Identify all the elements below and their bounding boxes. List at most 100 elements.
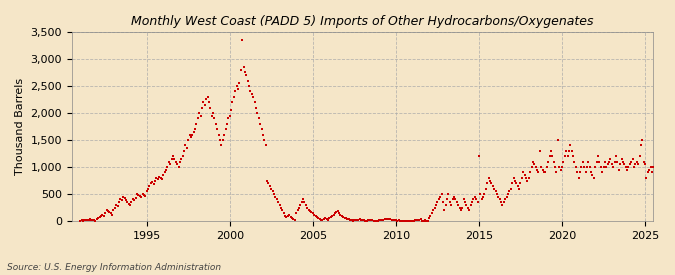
Point: [238, 65, 249, 69]
Point: [456, 208, 466, 212]
Point: [341, 216, 352, 221]
Point: [109, 205, 120, 210]
Point: [256, 127, 267, 131]
Point: [362, 218, 373, 222]
Point: [290, 218, 300, 222]
Point: [396, 219, 407, 223]
Point: [225, 108, 236, 112]
Point: [375, 218, 386, 222]
Point: [589, 176, 599, 180]
Point: [532, 167, 543, 172]
Point: [602, 162, 613, 166]
Point: [312, 214, 323, 219]
Point: [540, 170, 551, 175]
Point: [506, 186, 516, 191]
Point: [125, 203, 136, 207]
Point: [157, 177, 167, 181]
Point: [79, 218, 90, 222]
Point: [446, 203, 456, 207]
Point: [498, 200, 509, 204]
Point: [153, 177, 163, 181]
Point: [441, 197, 452, 202]
Point: [202, 95, 213, 99]
Point: [211, 122, 221, 126]
Point: [491, 192, 502, 196]
Point: [83, 218, 94, 222]
Point: [88, 218, 99, 223]
Point: [245, 89, 256, 94]
Point: [308, 212, 319, 217]
Point: [474, 154, 485, 158]
Point: [331, 210, 342, 214]
Point: [468, 197, 479, 202]
Point: [651, 170, 661, 175]
Point: [392, 219, 402, 223]
Point: [116, 198, 127, 203]
Point: [271, 197, 282, 202]
Point: [208, 111, 219, 115]
Point: [209, 116, 220, 120]
Point: [595, 165, 606, 169]
Point: [291, 211, 302, 215]
Point: [461, 203, 472, 207]
Point: [548, 160, 559, 164]
Point: [366, 218, 377, 222]
Point: [407, 219, 418, 223]
Point: [516, 176, 527, 180]
Title: Monthly West Coast (PADD 5) Imports of Other Hydrocarbons/Oxygenates: Monthly West Coast (PADD 5) Imports of O…: [132, 15, 594, 28]
Point: [107, 212, 117, 217]
Point: [165, 162, 176, 166]
Point: [319, 217, 329, 222]
Point: [627, 157, 638, 161]
Point: [324, 216, 335, 221]
Point: [187, 132, 198, 137]
Point: [378, 218, 389, 222]
Point: [574, 170, 585, 175]
Point: [519, 173, 530, 177]
Point: [150, 178, 161, 183]
Point: [224, 114, 235, 118]
Point: [278, 211, 289, 215]
Point: [212, 127, 223, 131]
Point: [631, 160, 642, 164]
Point: [233, 86, 244, 91]
Point: [338, 214, 349, 219]
Point: [425, 213, 436, 218]
Point: [573, 176, 584, 180]
Point: [292, 208, 303, 212]
Point: [495, 200, 506, 204]
Point: [623, 165, 634, 169]
Point: [485, 178, 495, 183]
Point: [427, 211, 437, 215]
Point: [166, 157, 177, 161]
Point: [635, 143, 646, 148]
Point: [87, 218, 98, 222]
Point: [565, 143, 576, 148]
Point: [99, 214, 109, 218]
Point: [342, 217, 353, 221]
Point: [240, 70, 250, 75]
Point: [134, 194, 145, 198]
Point: [242, 78, 253, 83]
Point: [78, 218, 88, 223]
Point: [466, 200, 477, 204]
Point: [531, 165, 541, 169]
Point: [634, 154, 645, 158]
Point: [428, 208, 439, 212]
Point: [478, 194, 489, 199]
Point: [227, 100, 238, 104]
Point: [402, 218, 412, 223]
Point: [86, 218, 97, 222]
Point: [387, 218, 398, 222]
Point: [406, 219, 416, 223]
Point: [113, 200, 124, 204]
Point: [137, 192, 148, 196]
Point: [270, 194, 281, 199]
Point: [261, 143, 271, 148]
Point: [508, 176, 519, 180]
Point: [196, 105, 207, 110]
Point: [569, 160, 580, 164]
Point: [96, 213, 107, 218]
Point: [129, 198, 140, 203]
Point: [536, 165, 547, 169]
